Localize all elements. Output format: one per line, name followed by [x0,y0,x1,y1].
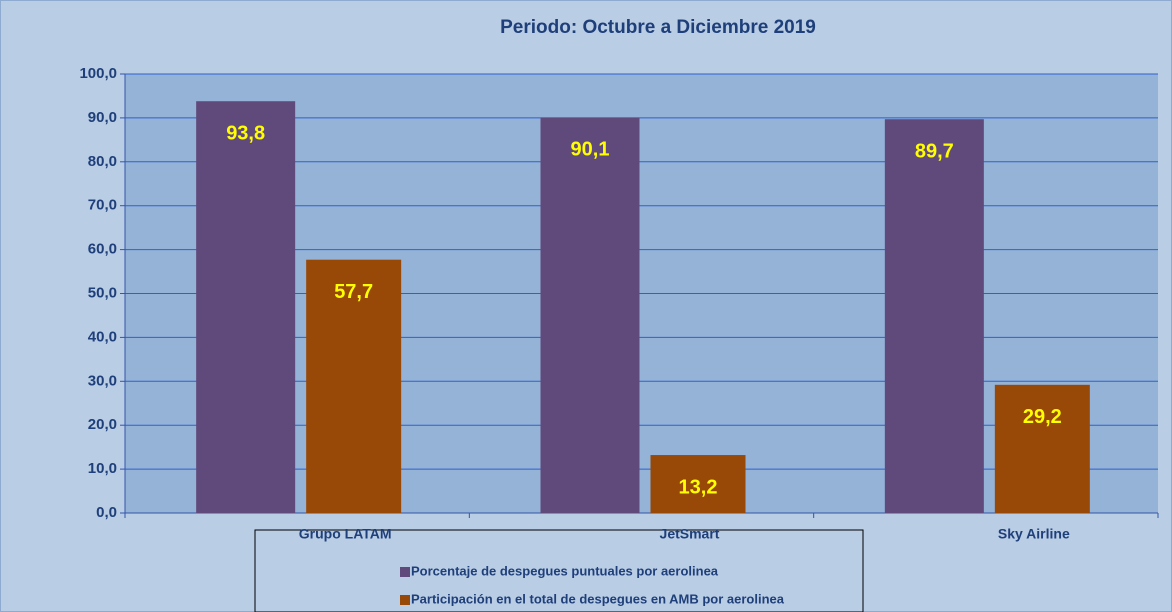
data-label: 89,7 [915,140,954,162]
y-tick-label: 10,0 [88,460,117,477]
y-tick-label: 100,0 [79,65,117,82]
data-label: 13,2 [679,476,718,498]
legend [254,529,864,612]
data-label: 57,7 [334,281,373,303]
bar [884,119,984,513]
y-tick-label: 50,0 [88,284,117,301]
y-tick-label: 40,0 [88,328,117,345]
x-tick-label: Sky Airline [998,526,1070,542]
y-tick-label: 30,0 [88,372,117,389]
x-tick-label: JetSmart [660,526,720,542]
data-label: 93,8 [226,122,265,144]
bar [540,117,640,513]
y-tick-label: 0,0 [96,504,117,521]
y-tick-label: 80,0 [88,153,117,170]
bar [196,101,296,513]
bar [650,455,746,513]
legend-swatch [400,567,410,577]
x-tick-label: Grupo LATAM [299,526,392,542]
data-label: 90,1 [571,139,610,161]
legend-swatch [400,595,410,605]
legend-label: Participación en el total de despegues e… [411,591,785,606]
y-tick-label: 70,0 [88,197,117,214]
legend-label: Porcentaje de despegues puntuales por ae… [411,563,719,578]
bar [994,384,1090,513]
y-tick-label: 60,0 [88,241,117,258]
bar [306,259,402,513]
chart-title: Periodo: Octubre a Diciembre 2019 [500,17,816,38]
data-label: 29,2 [1023,406,1062,428]
y-tick-label: 20,0 [88,416,117,433]
y-tick-label: 90,0 [88,109,117,126]
